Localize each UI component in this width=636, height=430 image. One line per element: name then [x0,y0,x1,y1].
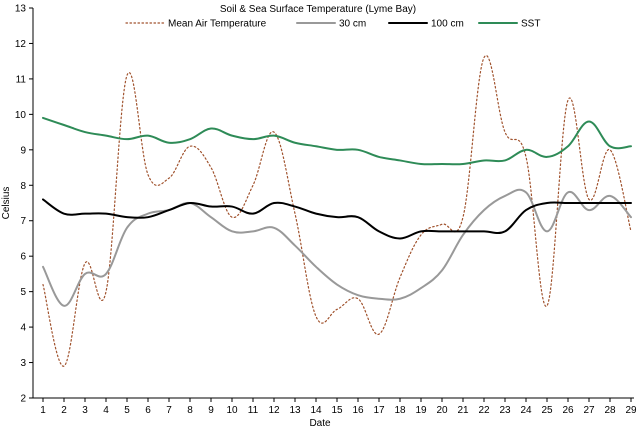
y-tick-label: 5 [20,287,26,298]
x-tick-label: 3 [82,405,88,416]
x-tick-label: 25 [541,405,553,416]
x-tick-labels: 1 2 3 4 5 6 7 8 9 10 11 12 13 14 15 16 17 18 19 20 21 22 23 24 2… [40,405,636,416]
y-tick-label: 8 [20,181,26,192]
x-tick-label: 4 [103,405,109,416]
y-tick-label: 12 [15,39,27,50]
x-axis-title: Date [309,418,331,429]
x-tick-label: 28 [604,405,616,416]
series-line-mean-air-temperature [42,54,632,367]
x-tick-label: 9 [208,405,214,416]
x-tick-label: 26 [562,405,574,416]
series-lines [42,54,632,367]
y-axis-title: Celsius [1,187,12,220]
x-tick-label: 19 [415,405,427,416]
y-tick-label: 9 [20,145,26,156]
x-tick-label: 18 [394,405,406,416]
x-tick-label: 12 [268,405,280,416]
x-tick-label: 7 [166,405,172,416]
y-tick-label: 13 [15,4,27,15]
x-tick-label: 29 [625,405,636,416]
x-tick-label: 5 [124,405,130,416]
x-tick-label: 14 [310,405,322,416]
legend-label: 30 cm [339,19,366,30]
axes [29,7,634,402]
y-tick-label: 2 [20,394,26,405]
x-tick-label: 24 [520,405,532,416]
series-line-sst [42,116,632,166]
legend-label: SST [521,19,540,30]
legend: Mean Air Temperature 30 cm 100 cm SST [125,19,540,30]
x-tick-label: 15 [331,405,343,416]
chart-title: Soil & Sea Surface Temperature (Lyme Bay… [220,4,416,15]
legend-label: Mean Air Temperature [168,19,267,30]
x-tick-label: 17 [373,405,385,416]
x-tick-label: 16 [352,405,364,416]
series-line-30-cm [42,188,632,307]
x-tick-label: 20 [436,405,448,416]
series-line-100-cm [42,198,632,240]
x-tick-label: 23 [499,405,511,416]
x-tick-label: 8 [187,405,193,416]
y-tick-label: 3 [20,358,26,369]
x-tick-label: 11 [248,405,259,416]
x-tick-label: 27 [583,405,595,416]
y-tick-labels: 2 3 4 5 6 7 8 9 10 11 12 13 [15,4,27,405]
y-tick-label: 11 [16,74,27,85]
x-tick-label: 21 [457,405,469,416]
x-tick-label: 6 [145,405,151,416]
y-tick-label: 6 [20,252,26,263]
x-tick-label: 22 [478,405,490,416]
x-tick-label: 1 [40,405,46,416]
x-tick-label: 2 [61,405,67,416]
y-tick-label: 10 [15,110,27,121]
y-tick-label: 7 [20,216,26,227]
y-tick-label: 4 [20,323,26,334]
legend-label: 100 cm [431,19,464,30]
x-tick-label: 13 [289,405,301,416]
x-tick-label: 10 [226,405,238,416]
